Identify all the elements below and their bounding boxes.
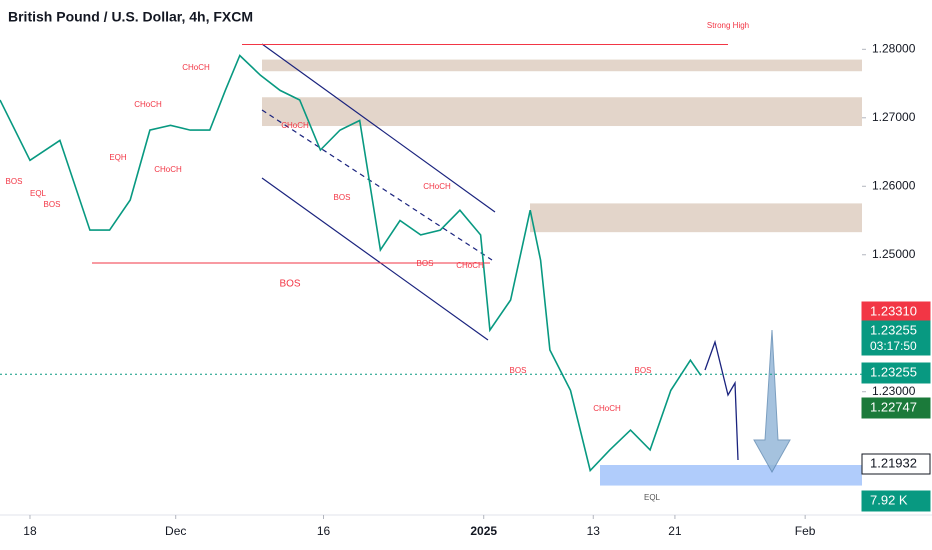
annotation: CHoCH: [281, 121, 309, 130]
price-axis: [862, 0, 932, 515]
annotation: CHoCH: [182, 63, 210, 72]
annotation: BOS: [635, 366, 652, 375]
price-line: [0, 54, 702, 473]
annotation: BOS: [279, 279, 300, 290]
y-tick-label: 1.28000: [872, 41, 916, 55]
chart-title: British Pound / U.S. Dollar, 4h, FXCM: [8, 9, 253, 25]
x-tick-label: 2025: [470, 524, 497, 538]
annotation: Strong High: [707, 21, 749, 30]
projection-path: [704, 339, 739, 461]
channel-bottom: [261, 177, 489, 341]
annotation: CHoCH: [593, 404, 621, 413]
y-tick-label: 1.26000: [872, 178, 916, 192]
price-tag-time: 03:17:50: [870, 339, 917, 353]
price-tag-label: 1.23255: [870, 322, 917, 337]
annotation: CHoCH: [456, 261, 484, 270]
annotation: BOS: [6, 177, 23, 186]
zone: [262, 59, 862, 72]
zone: [530, 203, 862, 233]
channel-top: [261, 43, 496, 213]
price-tag-label: 1.23255: [870, 364, 917, 379]
x-tick-label: 18: [23, 524, 37, 538]
channel-mid: [261, 109, 493, 261]
x-tick-label: 13: [587, 524, 601, 538]
price-tag: [861, 397, 931, 419]
price-tag: [861, 453, 931, 475]
y-tick-label: 1.27000: [872, 110, 916, 124]
annotation: CHoCH: [134, 100, 162, 109]
price-tag-label: 1.22747: [870, 399, 917, 414]
annotation: CHoCH: [154, 165, 182, 174]
annotation: EQL: [644, 493, 661, 502]
x-tick-label: 21: [668, 524, 682, 538]
annotation: BOS: [334, 193, 351, 202]
y-tick-label: 1.23000: [872, 384, 916, 398]
price-tag: [861, 320, 931, 356]
annotation: BOS: [417, 259, 434, 268]
annotation: BOS: [44, 200, 61, 209]
x-tick-label: Dec: [165, 524, 186, 538]
down-arrow: [753, 329, 791, 474]
y-tick-label: 1.25000: [872, 247, 916, 261]
price-tag-label: 1.23310: [870, 303, 917, 318]
annotation: EQL: [30, 189, 47, 198]
price-tag-label: 7.92 K: [870, 492, 908, 507]
annotation: EQH: [109, 153, 127, 162]
zone: [600, 465, 862, 486]
x-tick-label: Feb: [795, 524, 816, 538]
zone: [262, 97, 862, 127]
annotation: BOS: [510, 366, 527, 375]
x-tick-label: 16: [317, 524, 331, 538]
price-tag-label: 1.21932: [870, 455, 917, 470]
annotation: CHoCH: [423, 182, 451, 191]
price-tag: [861, 362, 931, 384]
price-tag: [861, 490, 931, 512]
